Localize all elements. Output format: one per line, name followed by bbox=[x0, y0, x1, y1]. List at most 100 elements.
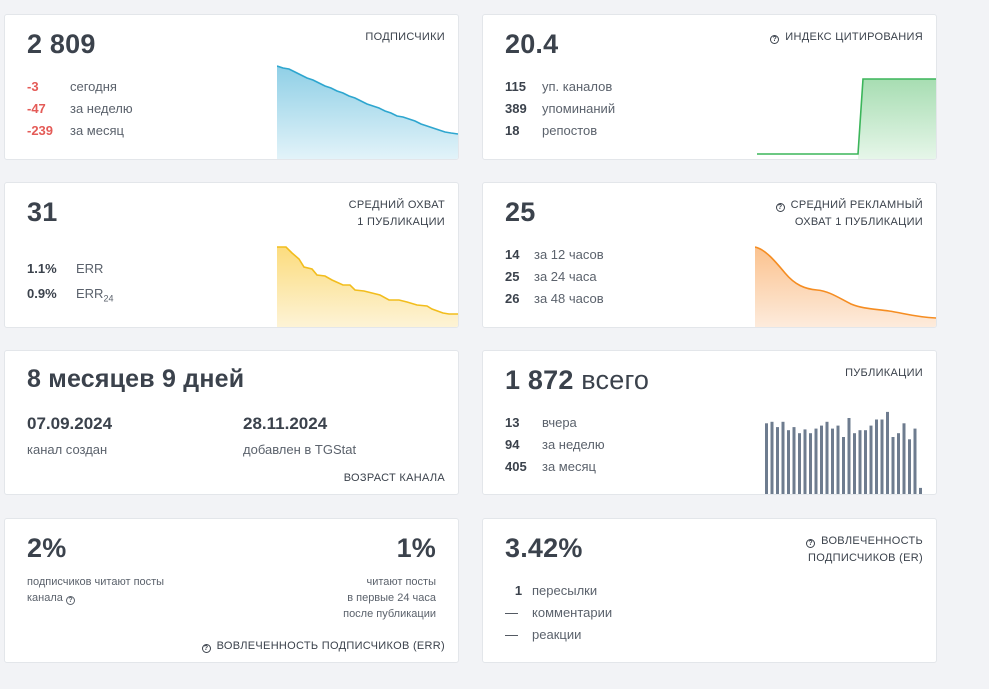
posts-bar bbox=[869, 425, 873, 494]
stat-value: 0.9% bbox=[27, 286, 57, 301]
ad-reach-card[interactable]: 25 ? СРЕДНИЙ РЕКЛАМНЫЙ ОХВАТ 1 ПУБЛИКАЦИИ … bbox=[482, 182, 937, 328]
stat-value: 13 bbox=[505, 415, 520, 430]
added-label: добавлен в TGStat bbox=[243, 442, 357, 457]
ad-reach-12h: 14 за 12 часов bbox=[505, 244, 604, 266]
posts-bar bbox=[798, 433, 801, 494]
ad-reach-label-line1: СРЕДНИЙ РЕКЛАМНЫЙ bbox=[790, 199, 923, 211]
posts-bar bbox=[902, 423, 906, 494]
age-card[interactable]: 8 месяцев 9 дней 07.09.2024 канал создан… bbox=[4, 350, 459, 495]
err-left-value: 2% bbox=[27, 533, 67, 563]
err-right-line1: читают посты bbox=[366, 576, 436, 588]
created-label: канал создан bbox=[27, 442, 108, 457]
stat-text: репостов bbox=[542, 123, 598, 138]
stat-value: 18 bbox=[505, 123, 520, 138]
posts-bar bbox=[908, 439, 911, 494]
subscribers-month: -239 за месяц bbox=[27, 120, 133, 142]
posts-bar bbox=[825, 421, 829, 494]
posts-bar-chart bbox=[765, 411, 922, 494]
ad-reach-stats: 14 за 12 часов 25 за 24 часа 26 за 48 часов bbox=[505, 244, 604, 310]
stat-text: уп. каналов bbox=[542, 79, 613, 94]
er-label-line2: ПОДПИСЧИКОВ (ER) bbox=[808, 552, 923, 564]
er-label: ? ВОВЛЕЧЕННОСТЬ ПОДПИСЧИКОВ (ER) bbox=[806, 533, 923, 567]
er-comments: — комментарии bbox=[505, 602, 612, 624]
err-label-text: ВОВЛЕЧЕННОСТЬ ПОДПИСЧИКОВ (ERR) bbox=[216, 640, 445, 652]
stat-value: 14 bbox=[505, 247, 520, 262]
posts-bar bbox=[886, 411, 889, 494]
age-label: ВОЗРАСТ КАНАЛА bbox=[343, 472, 445, 484]
stat-text: за неделю bbox=[542, 437, 605, 452]
subscribers-week: -47 за неделю bbox=[27, 98, 133, 120]
stat-text: вчера bbox=[542, 415, 577, 430]
stat-value: 1 bbox=[514, 583, 523, 598]
posts-bar bbox=[858, 430, 862, 494]
stat-text: пересылки bbox=[532, 583, 598, 598]
stat-text: за 24 часа bbox=[534, 269, 597, 284]
ad-reach-label: ? СРЕДНИЙ РЕКЛАМНЫЙ ОХВАТ 1 ПУБЛИКАЦИИ bbox=[775, 197, 923, 231]
citation-label-text: ИНДЕКС ЦИТИРОВАНИЯ bbox=[785, 31, 923, 43]
stat-value: 389 bbox=[505, 101, 527, 116]
stat-value: 1.1% bbox=[27, 261, 57, 276]
citation-label: ? ИНДЕКС ЦИТИРОВАНИЯ bbox=[770, 29, 923, 46]
posts-bar bbox=[776, 427, 779, 494]
er-forwards: 1 пересылки bbox=[505, 580, 612, 602]
citation-card[interactable]: 20.4 ? ИНДЕКС ЦИТИРОВАНИЯ 115 уп. каналов … bbox=[482, 14, 937, 160]
subscribers-stats: -3 сегодня -47 за неделю -239 за месяц bbox=[27, 76, 133, 142]
posts-bar bbox=[781, 421, 785, 494]
posts-card[interactable]: 1 872 всего ПУБЛИКАЦИИ 13 вчера 94 за неде… bbox=[482, 350, 937, 495]
citation-value: 20.4 bbox=[505, 29, 559, 59]
err-left-line2-wrap: канала ? bbox=[27, 590, 164, 606]
posts-bar bbox=[765, 423, 768, 494]
reach-label-line1: СРЕДНИЙ ОХВАТ bbox=[348, 199, 445, 211]
posts-bar bbox=[836, 425, 840, 494]
posts-bar bbox=[853, 433, 856, 494]
er-card[interactable]: 3.42% ? ВОВЛЕЧЕННОСТЬ ПОДПИСЧИКОВ (ER) 1 пе… bbox=[482, 518, 937, 663]
stat-text: за неделю bbox=[70, 101, 133, 116]
stat-value: 94 bbox=[505, 437, 520, 452]
err-right-text: читают посты в первые 24 часа после публик… bbox=[343, 574, 436, 622]
info-icon[interactable]: ? bbox=[806, 539, 816, 548]
posts-bar bbox=[880, 419, 884, 494]
created-date: 07.09.2024 bbox=[27, 414, 113, 433]
stat-text: сегодня bbox=[70, 79, 117, 94]
stat-text: за 12 часов bbox=[534, 247, 604, 262]
stat-value: -239 bbox=[27, 123, 54, 138]
reach-stats: 1.1% ERR 0.9% ERR24 bbox=[27, 256, 113, 306]
er-value: 3.42% bbox=[505, 533, 583, 563]
posts-bar bbox=[770, 421, 774, 494]
posts-suffix: всего bbox=[581, 365, 650, 395]
stat-value: -47 bbox=[27, 101, 46, 116]
info-icon[interactable]: ? bbox=[775, 203, 785, 212]
err-right-value: 1% bbox=[396, 533, 436, 563]
stat-value: 115 bbox=[505, 79, 526, 94]
age-value: 8 месяцев 9 дней bbox=[27, 365, 245, 393]
posts-count: 1 872 bbox=[505, 365, 574, 395]
err-card[interactable]: 2% подписчиков читают посты канала ? 1% ч… bbox=[4, 518, 459, 663]
citation-mentions: 389 упоминаний bbox=[505, 98, 615, 120]
posts-bar bbox=[897, 433, 900, 494]
err-left-line1: подписчиков читают посты bbox=[27, 576, 165, 588]
err-left-line2: канала bbox=[27, 592, 63, 604]
ad-reach-48h: 26 за 48 часов bbox=[505, 288, 604, 310]
citation-sparkline bbox=[757, 78, 936, 159]
posts-value: 1 872 всего bbox=[505, 365, 649, 396]
stat-subscript: 24 bbox=[103, 293, 114, 304]
er-reactions: — реакции bbox=[505, 624, 612, 646]
citation-reposts: 18 репостов bbox=[505, 120, 615, 142]
posts-label: ПУБЛИКАЦИИ bbox=[845, 367, 923, 379]
posts-bar bbox=[913, 428, 917, 494]
info-icon[interactable]: ? bbox=[770, 35, 780, 44]
ad-reach-sparkline bbox=[755, 246, 936, 327]
stat-text: за 48 часов bbox=[534, 291, 604, 306]
reach-card[interactable]: 31 СРЕДНИЙ ОХВАТ 1 ПУБЛИКАЦИИ 1.1% ERR 0.9… bbox=[4, 182, 459, 328]
stat-text: комментарии bbox=[532, 605, 613, 620]
posts-bar bbox=[919, 487, 922, 494]
info-icon[interactable]: ? bbox=[201, 644, 211, 653]
reach-label: СРЕДНИЙ ОХВАТ 1 ПУБЛИКАЦИИ bbox=[349, 197, 445, 231]
info-icon[interactable]: ? bbox=[65, 596, 75, 605]
reach-value: 31 bbox=[27, 197, 58, 227]
ad-reach-value: 25 bbox=[505, 197, 536, 227]
subscribers-card[interactable]: 2 809 ПОДПИСЧИКИ -3 сегодня -47 за неделю … bbox=[4, 14, 459, 160]
stat-text: за месяц bbox=[70, 123, 124, 138]
posts-bar bbox=[792, 427, 796, 494]
posts-month: 405 за месяц bbox=[505, 456, 605, 478]
